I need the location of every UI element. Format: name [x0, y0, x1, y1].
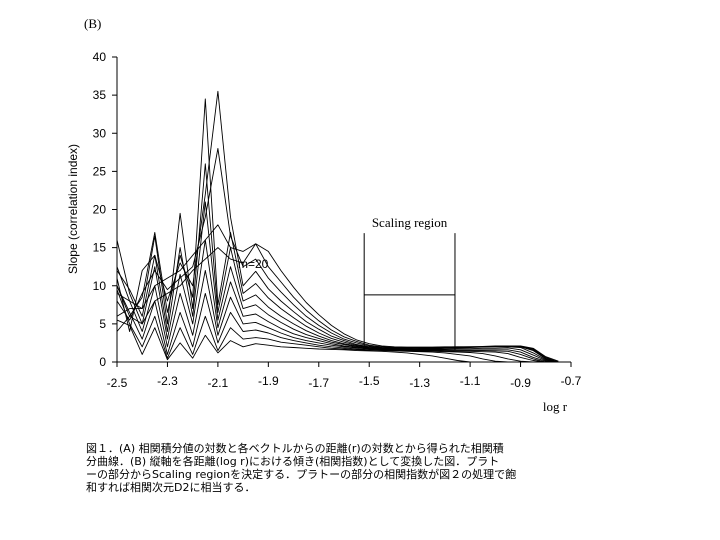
x-tick-label: -2.3 [157, 374, 178, 388]
series-line-3 [116, 285, 559, 363]
series-line-7 [116, 163, 559, 363]
y-axis-ticks: 0 5 10 15 20 25 30 35 40 [93, 50, 117, 369]
y-tick-label: 30 [93, 126, 107, 140]
series-line-12 [116, 243, 559, 362]
series-line-2 [116, 289, 559, 363]
caption-line: 図１．(A) 相関積分値の対数と各ベクトルからの距離(r)の対数とから得られた相… [86, 442, 504, 455]
scaling-region-label: Scaling region [372, 215, 448, 230]
series-line-11 [116, 224, 559, 363]
series-lines-group [116, 90, 559, 363]
y-tick-label: 25 [93, 164, 107, 178]
y-tick-label: 5 [99, 317, 106, 331]
x-tick-label: -1.7 [308, 376, 329, 390]
series-line-5 [116, 239, 559, 363]
x-tick-label: -1.3 [409, 376, 430, 390]
series-line-6 [116, 201, 559, 363]
y-tick-label: 20 [93, 203, 107, 217]
y-tick-label: 0 [99, 355, 106, 369]
y-axis-title: Slope (correlation index) [66, 144, 80, 274]
y-tick-label: 15 [93, 241, 107, 255]
x-tick-label: -0.9 [510, 376, 531, 390]
panel-label: (B) [84, 16, 101, 31]
series-line-8 [116, 98, 559, 363]
x-tick-label: -1.5 [359, 374, 380, 388]
scaling-region-marker: Scaling region [363, 215, 456, 350]
x-axis-title: log r [543, 399, 568, 414]
series-line-4 [116, 266, 559, 363]
y-tick-label: 35 [93, 88, 107, 102]
caption-line: 和すれば相関次元D2に相当する． [86, 481, 256, 494]
caption-line: ーの部分からScaling regionを決定する．プラトーの部分の相関指数が図… [86, 468, 517, 481]
series-annotation-m20: m=20 [238, 257, 269, 271]
x-tick-label: -1.9 [258, 374, 279, 388]
x-tick-label: -2.1 [208, 376, 229, 390]
x-tick-label: -0.7 [561, 374, 582, 388]
x-axis-ticks: -2.5 -2.3 -2.1 -1.9 -1.7 -1.5 -1.3 -1.1 -0.9 -0.7 [107, 362, 582, 390]
x-tick-label: -1.1 [460, 374, 481, 388]
y-tick-label: 10 [93, 279, 107, 293]
y-tick-label: 40 [93, 50, 107, 64]
caption-line: 分曲線．(B) 縦軸を各距離(log r)における傾き(相関指数)として変換した… [86, 455, 500, 468]
figure-caption: 図１．(A) 相関積分値の対数と各ベクトルからの距離(r)の対数とから得られた相… [86, 442, 686, 494]
x-tick-label: -2.5 [107, 376, 128, 390]
